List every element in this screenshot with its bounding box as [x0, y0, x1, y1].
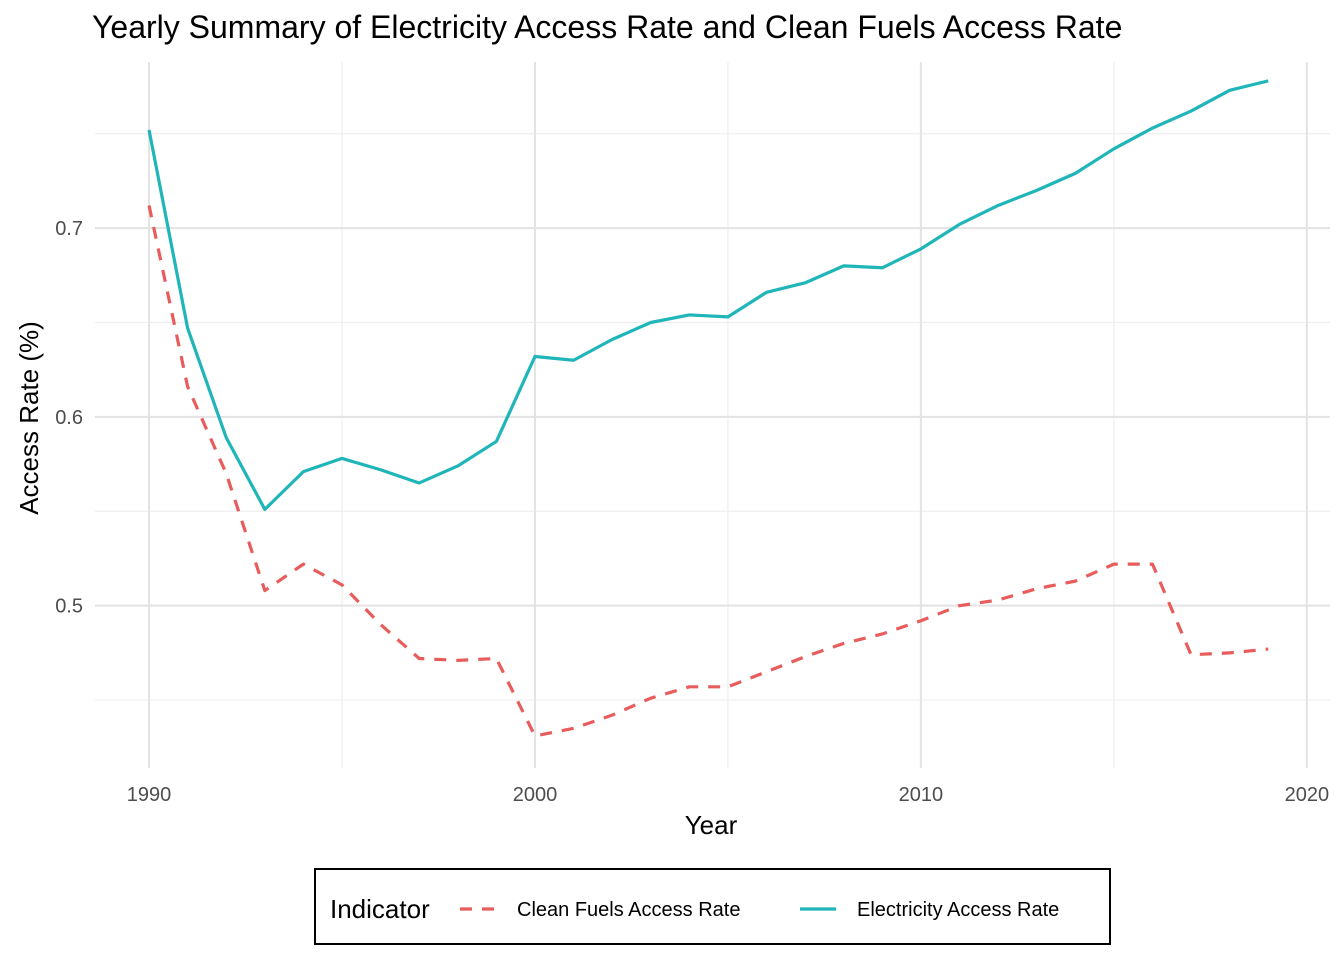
series-layer	[147, 79, 1269, 738]
y-axis-title: Access Rate (%)	[14, 321, 44, 515]
y-tick-label: 0.7	[55, 218, 83, 240]
x-axis-ticks: 1990 2000 2010 2020	[127, 784, 1329, 806]
legend: Indicator Clean Fuels Access Rate Electr…	[314, 868, 1111, 945]
x-tick-label: 1990	[127, 784, 172, 806]
legend-label-clean-fuels: Clean Fuels Access Rate	[517, 899, 740, 921]
minor-gridlines	[95, 62, 1330, 768]
x-axis-title: Year	[685, 810, 738, 840]
y-tick-label: 0.6	[55, 407, 83, 429]
major-gridlines	[95, 62, 1330, 768]
legend-box	[314, 868, 1111, 945]
x-tick-label: 2000	[513, 784, 558, 806]
series-line-electricity	[147, 79, 1269, 511]
y-tick-label: 0.5	[55, 596, 83, 618]
x-tick-label: 2010	[899, 784, 944, 806]
x-tick-label: 2020	[1285, 784, 1330, 806]
legend-label-electricity: Electricity Access Rate	[857, 899, 1059, 921]
y-axis-ticks: 0.5 0.6 0.7	[55, 218, 83, 618]
series-line-clean-fuels	[147, 205, 1269, 738]
chart-title: Yearly Summary of Electricity Access Rat…	[92, 9, 1122, 45]
legend-title: Indicator	[330, 894, 430, 924]
